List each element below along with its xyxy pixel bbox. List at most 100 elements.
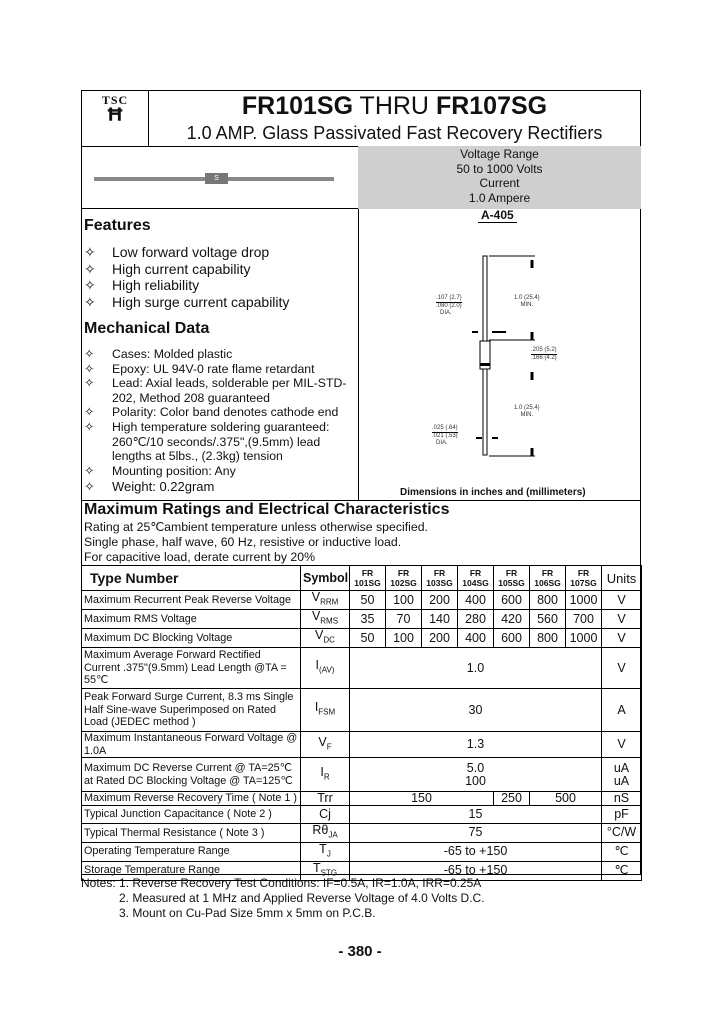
header-units: Units <box>601 565 642 591</box>
page-number: - 380 - <box>338 943 382 960</box>
parameter-name: Maximum Instantaneous Forward Voltage @ … <box>81 731 301 758</box>
value-cell: 35 <box>349 609 386 629</box>
list-item: ✧ High surge current capability <box>84 293 290 310</box>
table-row: Typical Junction Capacitance ( Note 2 ) C… <box>81 805 642 824</box>
symbol-cell: VF <box>300 731 350 758</box>
value-cell: 200 <box>421 628 458 648</box>
list-item: ✧ Low forward voltage drop <box>84 244 270 260</box>
header-part-103SG: FR 103SG <box>421 565 458 591</box>
table-row: Maximum DC Reverse Current @ TA=25℃ at Ra… <box>81 757 642 792</box>
dim-wire-dia: .025 (.64) .021 (.53) DIA. <box>432 425 458 446</box>
value-cell: 100 <box>385 590 422 610</box>
unit-cell: ℃ <box>601 860 642 881</box>
value-cell: 5.0 100 <box>349 757 602 792</box>
divider <box>148 90 149 146</box>
value-cell: 100 <box>385 628 422 648</box>
unit-cell: pF <box>601 805 642 824</box>
value-cell: 75 <box>349 823 602 843</box>
unit-cell: A <box>601 688 642 732</box>
features-heading: Features <box>84 217 151 234</box>
value-cell: 1000 <box>565 590 602 610</box>
value-cell: 700 <box>565 609 602 629</box>
unit-cell: V <box>601 609 642 629</box>
divider <box>81 500 641 501</box>
symbol-cell: VDC <box>300 628 350 648</box>
parameter-name: Maximum Average Forward Rectified Curren… <box>81 647 301 689</box>
dim-body-dia: .107 (2.7) .080 (2.0) DIA. <box>436 295 462 316</box>
table-row: Maximum Recurrent Peak Reverse Voltage VR… <box>81 590 642 610</box>
unit-cell: V <box>601 590 642 610</box>
value-cell: 400 <box>457 590 494 610</box>
list-item: ✧ Epoxy: UL 94V-0 rate flame retardant <box>84 361 315 376</box>
value-cell: 15 <box>349 805 602 824</box>
unit-cell: V <box>601 731 642 758</box>
value-cell: 800 <box>529 628 566 648</box>
header-part-101SG: FR 101SG <box>349 565 386 591</box>
parameter-name: Maximum DC Blocking Voltage <box>81 628 301 648</box>
spec-box: Voltage Range 50 to 1000 Volts Current 1… <box>358 146 641 209</box>
header-symbol: Symbol <box>300 565 350 591</box>
symbol-cell: TJ <box>300 841 350 862</box>
unit-cell: nS <box>601 791 642 806</box>
table-row: Maximum RMS Voltage VRMS 35 70 140 280 420 560 7… <box>81 609 642 629</box>
ratings-heading: Maximum Ratings and Electrical Character… <box>84 501 450 518</box>
parameter-name: Peak Forward Surge Current, 8.3 ms Singl… <box>81 688 301 732</box>
features-list: ✧ Low forward voltage drop ✧ High current … <box>81 244 356 310</box>
table-row: Maximum Average Forward Rectified Curren… <box>81 647 642 689</box>
list-item: ✧ Polarity: Color band denotes cathode en… <box>84 405 339 420</box>
list-item: ✧ High temperature soldering guaranteed: … <box>84 419 330 464</box>
divider <box>358 146 359 500</box>
notes: Notes: 1. Reverse Recovery Test Conditio… <box>81 876 485 920</box>
value-cell: 1.3 <box>349 731 602 758</box>
value-cell: -65 to +150 <box>349 841 602 862</box>
mechanical-list: ✧ Cases: Molded plastic ✧ Epoxy: UL 94V-0 … <box>81 347 356 495</box>
page-title: FR101SG THRU FR107SG <box>241 92 548 120</box>
parameter-name: Operating Temperature Range <box>81 841 301 862</box>
diode-body: S <box>205 173 228 184</box>
table-row: Typical Thermal Resistance ( Note 3 ) RθJ… <box>81 823 642 843</box>
unit-cell: V <box>601 628 642 648</box>
header-type-number: Type Number <box>81 565 301 591</box>
tsc-logo: TSC ꟸ <box>101 93 129 137</box>
value-cell: 1.0 <box>349 647 602 689</box>
table-header-row: Type Number Symbol FR 101SG FR 102SG FR 103SG FR… <box>81 565 642 591</box>
subtitle: 1.0 AMP. Glass Passivated Fast Recovery … <box>186 123 603 143</box>
header-part-102SG: FR 102SG <box>385 565 422 591</box>
list-item: ✧ Lead: Axial leads, solderable per MIL-S… <box>84 376 347 405</box>
ratings-conditions: Rating at 25℃ambient temperature unless … <box>84 520 428 564</box>
parameter-name: Typical Thermal Resistance ( Note 3 ) <box>81 823 301 843</box>
value-cell: 420 <box>493 609 530 629</box>
unit-cell: °C/W <box>601 823 642 843</box>
list-item: ✧ High current capability <box>84 260 251 277</box>
symbol-cell: TSTG <box>300 860 350 881</box>
mechanical-heading: Mechanical Data <box>84 320 210 337</box>
symbol-cell: VRMS <box>300 609 350 629</box>
parameter-name: Typical Junction Capacitance ( Note 2 ) <box>81 805 301 824</box>
dimensions-caption: Dimensions in inches and (millimeters) <box>400 487 586 498</box>
value-cell: 200 <box>421 590 458 610</box>
package-name: A-405 <box>478 208 517 223</box>
table-row: Maximum Instantaneous Forward Voltage @ … <box>81 731 642 758</box>
unit-cell: uA uA <box>601 757 642 792</box>
dim-lead-length: 1.0 (25.4) MIN. <box>514 405 540 418</box>
parameter-name: Storage Temperature Range <box>81 860 301 881</box>
unit-cell: ℃ <box>601 841 642 862</box>
value-cell: 30 <box>349 688 602 732</box>
symbol-cell: RθJA <box>300 823 350 843</box>
symbol-cell: I(AV) <box>300 647 350 689</box>
list-item: ✧ High reliability <box>84 277 200 293</box>
table-row: Operating Temperature Range TJ -65 to +150… <box>81 841 642 862</box>
value-cell: 1000 <box>565 628 602 648</box>
parameter-name: Maximum Reverse Recovery Time ( Note 1 ) <box>81 791 301 806</box>
parameter-name: Maximum RMS Voltage <box>81 609 301 629</box>
parameter-name: Maximum Recurrent Peak Reverse Voltage <box>81 590 301 610</box>
dim-body-length: .205 (5.2) .166 (4.2) <box>531 347 557 361</box>
header-part-105SG: FR 105SG <box>493 565 530 591</box>
symbol-cell: IFSM <box>300 688 350 732</box>
value-cell: -65 to +150 <box>349 860 602 881</box>
table-row: Maximum DC Blocking Voltage VDC 50 100 200 40… <box>81 628 642 648</box>
value-cell: 800 <box>529 590 566 610</box>
value-cell: 50 <box>349 590 386 610</box>
symbol-cell: IR <box>300 757 350 792</box>
table-row: Peak Forward Surge Current, 8.3 ms Singl… <box>81 688 642 732</box>
